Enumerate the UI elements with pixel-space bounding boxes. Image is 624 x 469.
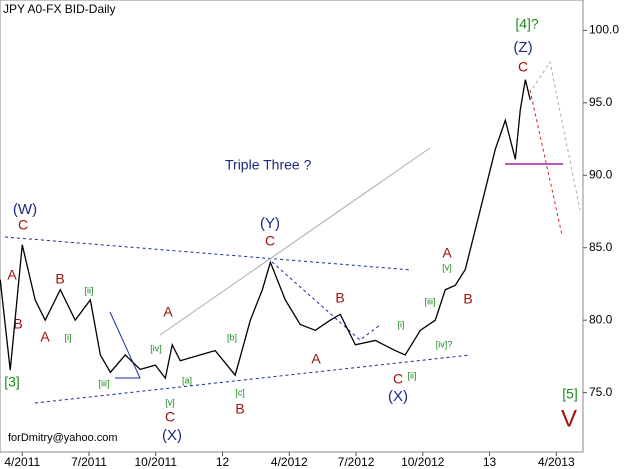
wave-label: B [55,271,64,287]
x-tick-label: 7/2012 [338,455,375,469]
footer: forDmitry@yahoo.com [8,432,118,444]
price-line [0,79,531,380]
wave-label: A [163,304,173,320]
wave-label: B [335,290,344,306]
wave-label: C [393,371,403,387]
x-tick-label: 12 [216,455,230,469]
x-tick-label: 4/2012 [271,455,308,469]
wave-label: A [40,329,50,345]
wave-label: [ii] [85,285,94,295]
wave-label: C [265,233,275,249]
wave-label: B [463,291,472,307]
wave-label: C [18,217,28,233]
wave-label: [4]? [515,16,539,32]
x-tick-label: 10/2012 [401,455,445,469]
wave-label: C [165,409,175,425]
wave-label: A [442,245,452,261]
x-tick-label: 13 [483,455,497,469]
wave-label: [iii] [99,378,110,388]
wave-label: B [235,401,244,417]
y-tick-label: 85.0 [589,240,613,254]
wave-label: (Y) [260,215,280,232]
wave-label: [v] [165,397,175,407]
y-tick-label: 75.0 [589,385,613,399]
wave-label: [i] [64,332,71,342]
wave-label: (X) [162,427,182,444]
wave-label: V [561,405,577,432]
x-tick-label: 7/2011 [71,455,107,469]
wave-label: [c] [235,387,245,397]
wave-label: [iv] [150,343,162,353]
y-tick-label: 80.0 [589,312,613,326]
wave-label: A [7,267,17,283]
plot-frame [0,0,584,453]
wave-label: [5] [562,386,578,402]
wave-label: C [518,59,528,75]
annotations: (W) C A B [ii] B A [i] [3] [iii] [iv] A … [4,16,578,444]
wave-label: [v] [442,262,452,272]
wave-label: A [311,351,321,367]
wave-label: (X) [388,388,408,405]
wave-label: [ii] [408,370,417,380]
wave-label: B [13,316,22,332]
subtitle: Triple Three ? [225,157,312,173]
y-tick-label: 100.0 [589,23,619,37]
wave-label: [iii] [425,296,436,306]
wave-label: [3] [4,374,20,390]
wave-label: (W) [13,201,37,218]
wave-label: [b] [227,332,237,342]
y-tick-label: 90.0 [589,167,613,181]
x-tick-label: 4/2011 [4,455,40,469]
x-tick-label: 4/2013 [538,455,575,469]
wave-label: [a] [182,375,192,385]
x-tick-label: 10/2011 [135,455,178,469]
trend-lines [4,60,581,404]
wave-label: (Z) [513,39,532,56]
wave-label: [iv]? [436,339,453,349]
y-tick-label: 95.0 [589,95,613,109]
chart-title: JPY A0-FX BID-Daily [3,2,115,16]
wave-label: [i] [397,319,404,329]
